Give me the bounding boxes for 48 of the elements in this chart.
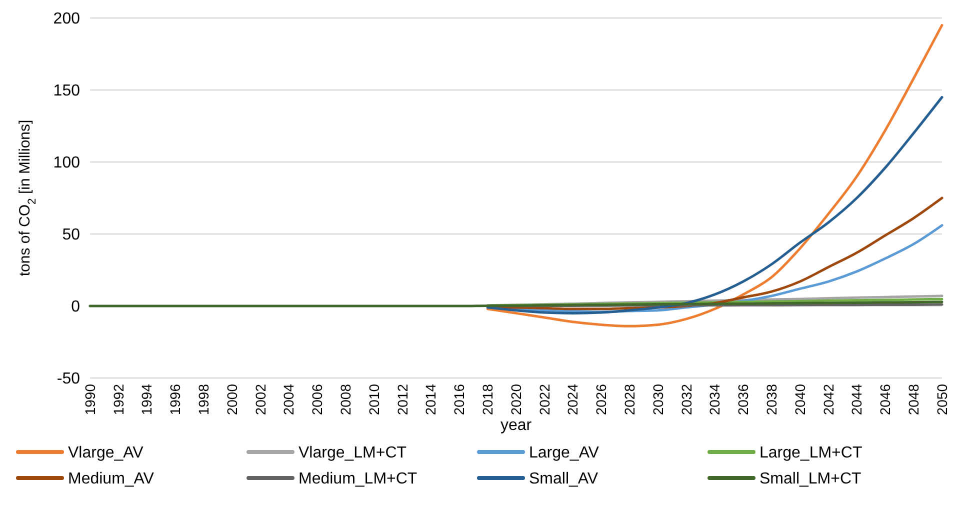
x-tick-label: 2050 [934, 384, 950, 416]
legend-label: Vlarge_LM+CT [298, 444, 407, 462]
x-tick-label: 2010 [366, 384, 382, 416]
y-tick-label: 200 [53, 10, 80, 28]
legend-label: Medium_AV [68, 470, 154, 488]
x-axis-title: year [500, 417, 532, 434]
y-tick-label: -50 [56, 370, 80, 388]
legend-label: Small_AV [529, 470, 598, 488]
x-tick-label: 2002 [252, 384, 268, 416]
x-tick-label: 2038 [764, 384, 780, 416]
line-series [486, 24, 944, 328]
x-tick-label: 2028 [622, 384, 638, 416]
x-tick-label: 1998 [196, 384, 212, 416]
x-tick-label: 2018 [480, 384, 496, 416]
x-tick-label: 1990 [82, 384, 98, 416]
y-tick-label: 0 [71, 298, 80, 316]
x-tick-label: 2006 [309, 384, 326, 416]
x-tick-label: 2020 [508, 384, 524, 416]
x-tick-label: 1996 [167, 384, 184, 416]
legend-label: Large_AV [529, 444, 600, 462]
x-tick-label: 2030 [650, 384, 666, 416]
y-tick-label: 100 [53, 154, 80, 172]
y-tick-label: 50 [62, 226, 80, 244]
x-tick-label: 2012 [394, 384, 410, 416]
x-tick-label: 2048 [906, 384, 922, 416]
legend-label: Vlarge_AV [68, 444, 144, 462]
x-tick-label: 2022 [536, 384, 552, 416]
x-tick-label: 2000 [224, 384, 240, 416]
y-tick-label: 150 [53, 82, 80, 100]
x-tick-label: 2004 [280, 384, 297, 416]
x-tick-label: 2040 [792, 384, 808, 416]
x-tick-label: 2024 [564, 384, 581, 416]
x-tick-label: 1994 [138, 384, 155, 416]
x-tick-label: 1992 [110, 384, 126, 416]
x-tick-label: 2042 [820, 384, 836, 416]
legend-label: Large_LM+CT [760, 444, 862, 462]
x-tick-label: 2014 [422, 384, 439, 416]
x-tick-label: 2008 [338, 384, 354, 416]
legend-label: Medium_LM+CT [298, 470, 418, 488]
line-series [486, 96, 944, 314]
x-tick-label: 2036 [735, 384, 752, 416]
x-tick-label: 2026 [593, 384, 610, 416]
x-tick-label: 2032 [678, 384, 694, 416]
x-tick-label: 2016 [451, 384, 468, 416]
legend-label: Small_LM+CT [760, 470, 862, 488]
x-tick-label: 2034 [706, 384, 723, 416]
x-tick-label: 2046 [877, 384, 894, 416]
x-tick-label: 2044 [848, 384, 865, 416]
